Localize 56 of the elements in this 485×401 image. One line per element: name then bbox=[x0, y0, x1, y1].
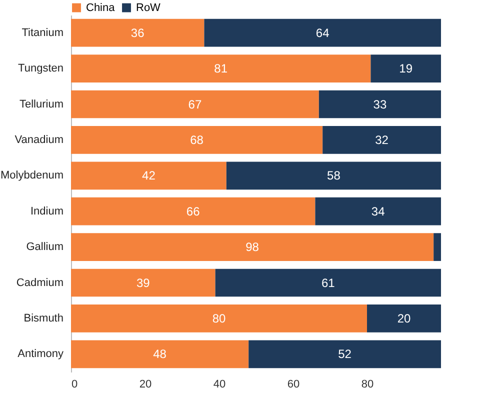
bar bbox=[215, 268, 441, 297]
bar bbox=[71, 340, 249, 368]
bar bbox=[71, 54, 371, 82]
x-tick-label: 20 bbox=[139, 378, 152, 390]
bar bbox=[367, 304, 441, 332]
legend-label: RoW bbox=[136, 2, 162, 14]
bar bbox=[71, 90, 319, 118]
bar bbox=[71, 197, 316, 226]
bar bbox=[248, 340, 441, 368]
y-tick-label: Antimony bbox=[18, 348, 64, 360]
data-label: 39 bbox=[136, 276, 150, 290]
data-label: 80 bbox=[212, 311, 226, 326]
data-label: 20 bbox=[397, 311, 411, 326]
bar bbox=[434, 233, 441, 261]
data-label: 33 bbox=[373, 97, 387, 112]
bar bbox=[226, 162, 441, 190]
bar bbox=[322, 126, 441, 154]
data-label: 61 bbox=[321, 276, 336, 290]
y-tick-label: Tungsten bbox=[18, 62, 64, 75]
data-label: 66 bbox=[186, 204, 200, 218]
y-tick-label: Titanium bbox=[22, 26, 64, 39]
x-tick-label: 40 bbox=[213, 378, 226, 390]
y-tick-label: Indium bbox=[30, 205, 64, 218]
x-tick-label: 60 bbox=[287, 378, 300, 390]
bar bbox=[204, 18, 441, 47]
data-label: 98 bbox=[246, 240, 260, 254]
bar bbox=[71, 126, 323, 154]
data-label: 68 bbox=[190, 132, 204, 147]
legend-label: China bbox=[86, 2, 116, 14]
y-tick-label: Cadmium bbox=[16, 276, 64, 289]
x-tick-label: 80 bbox=[361, 378, 374, 390]
data-label: 34 bbox=[371, 204, 386, 218]
data-label: 32 bbox=[375, 132, 389, 147]
data-label: 67 bbox=[188, 97, 202, 112]
bar bbox=[370, 54, 441, 82]
y-tick-label: Bismuth bbox=[24, 312, 64, 324]
bar bbox=[71, 162, 226, 190]
data-label: 42 bbox=[142, 168, 156, 183]
data-label: 52 bbox=[338, 347, 352, 362]
bar bbox=[71, 304, 367, 332]
data-label: 36 bbox=[130, 26, 145, 40]
y-tick-label: Tellurium bbox=[19, 98, 64, 110]
y-tick-label: Vanadium bbox=[14, 134, 64, 146]
y-tick-label: Gallium bbox=[26, 241, 64, 254]
bar bbox=[71, 268, 216, 297]
x-tick-label: 0 bbox=[72, 378, 78, 390]
bar bbox=[315, 197, 441, 226]
bar bbox=[71, 18, 204, 47]
bar bbox=[318, 90, 441, 118]
bar bbox=[71, 233, 434, 261]
data-label: 48 bbox=[153, 347, 167, 362]
data-label: 81 bbox=[214, 62, 228, 76]
data-label: 64 bbox=[316, 26, 330, 40]
data-label: 19 bbox=[399, 62, 413, 76]
y-tick-label: Molybdenum bbox=[0, 170, 64, 182]
data-label: 58 bbox=[327, 168, 341, 183]
